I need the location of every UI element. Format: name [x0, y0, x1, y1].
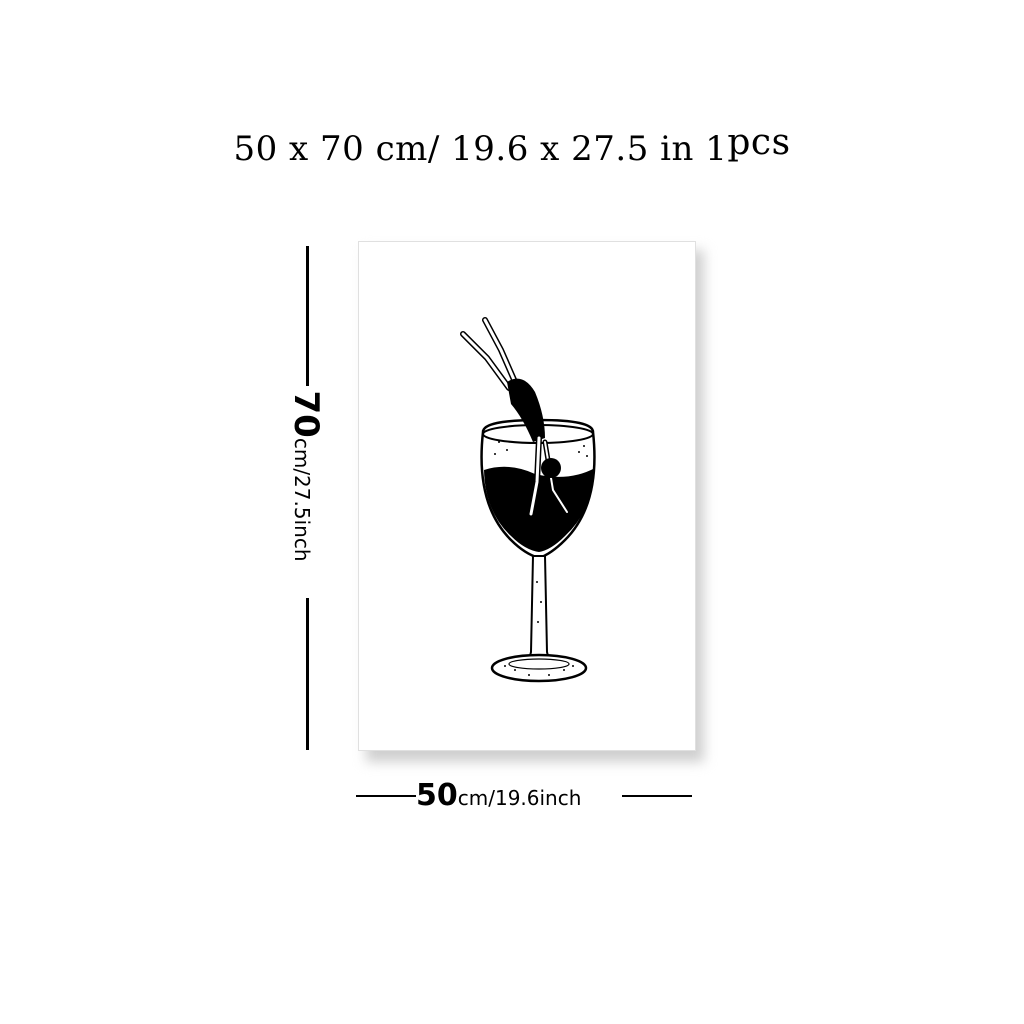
width-value: 50	[416, 778, 458, 813]
height-unit: cm/27.5inch	[290, 437, 314, 562]
size-title: 50 x 70 cm/ 19.6 x 27.5 in 1pcs	[0, 122, 1024, 169]
quantity-number: 1	[705, 129, 728, 169]
height-line-bottom	[306, 598, 309, 750]
width-label: 50cm/19.6inch	[416, 778, 581, 813]
height-line-top	[306, 246, 309, 386]
quantity-unit: pcs	[727, 122, 791, 163]
wine-glass-diver-illustration	[460, 317, 596, 683]
width-line-left	[356, 795, 416, 797]
width-unit: cm/19.6inch	[457, 786, 582, 810]
canvas-print	[358, 241, 696, 751]
height-value: 70	[286, 390, 326, 438]
size-text: 50 x 70 cm/ 19.6 x 27.5 in	[233, 129, 694, 169]
width-line-right	[622, 795, 692, 797]
height-label: 70cm/27.5inch	[286, 391, 326, 562]
